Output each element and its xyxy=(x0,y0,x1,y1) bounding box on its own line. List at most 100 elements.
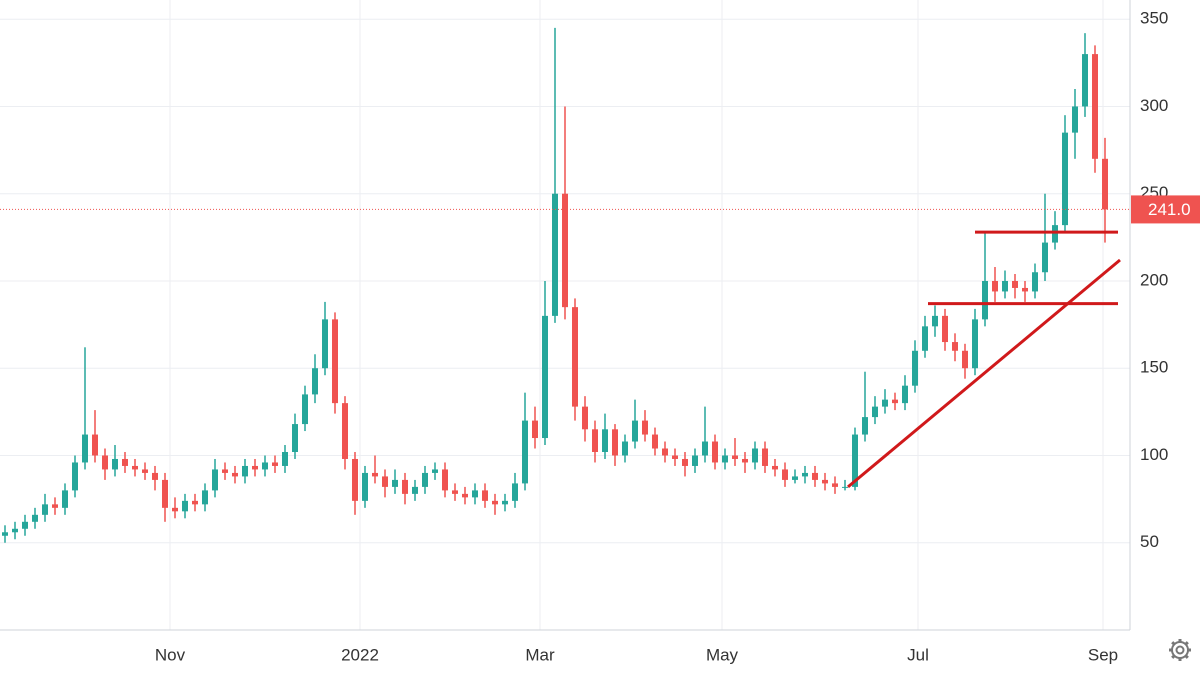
annotation-line xyxy=(847,258,1121,489)
candle-body xyxy=(692,455,698,466)
candle-body xyxy=(1012,280,1018,288)
candle-body xyxy=(1092,54,1098,159)
candle-body xyxy=(262,462,268,470)
candle-body xyxy=(612,429,618,456)
candle-body xyxy=(352,458,358,501)
candle-body xyxy=(302,394,308,425)
candle-body xyxy=(1042,242,1048,273)
candle-body xyxy=(882,399,888,407)
candle-body xyxy=(792,476,798,480)
candle-body xyxy=(82,434,88,463)
candle-body xyxy=(762,448,768,466)
candle-body xyxy=(542,315,548,439)
candle-body xyxy=(922,326,928,351)
candle-body xyxy=(532,420,538,439)
candle-body xyxy=(832,483,838,487)
candle-body xyxy=(192,500,198,505)
candle-body xyxy=(582,406,588,430)
candle-body xyxy=(32,514,38,522)
x-tick-label: May xyxy=(706,645,739,664)
candle-body xyxy=(942,315,948,343)
candle-body xyxy=(222,469,228,473)
candle-body xyxy=(522,420,528,484)
candle-body xyxy=(452,490,458,494)
candle-body xyxy=(1062,132,1068,226)
gear-ring xyxy=(1171,641,1189,659)
x-tick-label: Sep xyxy=(1088,645,1118,664)
candle-body xyxy=(232,472,238,477)
candle-body xyxy=(442,469,448,491)
candle-body xyxy=(1072,106,1078,133)
last-price-label: 241.0 xyxy=(1148,200,1191,219)
gear-hub xyxy=(1175,645,1185,655)
candle-body xyxy=(282,451,288,466)
candle-body xyxy=(632,420,638,442)
candle-body xyxy=(422,472,428,487)
candle-body xyxy=(752,448,758,463)
y-tick-label: 300 xyxy=(1140,96,1168,115)
candle-body xyxy=(592,429,598,452)
candle-body xyxy=(492,500,498,505)
candle-body xyxy=(482,490,488,501)
candle-body xyxy=(1032,272,1038,292)
candle-body xyxy=(12,528,18,533)
candle-body xyxy=(872,406,878,418)
candle-body xyxy=(782,469,788,480)
candle-body xyxy=(392,479,398,487)
candle-body xyxy=(362,472,368,501)
candle-body xyxy=(662,448,668,456)
candle-body xyxy=(92,434,98,456)
candle-body xyxy=(972,319,978,369)
candle-body xyxy=(1102,158,1108,210)
candle-body xyxy=(152,472,158,480)
candle-body xyxy=(552,193,558,316)
candle-body xyxy=(822,479,828,484)
settings-gear[interactable] xyxy=(1169,639,1191,661)
candle-body xyxy=(132,465,138,470)
gear-teeth xyxy=(1169,639,1191,661)
candle-body xyxy=(102,455,108,470)
candle-body xyxy=(852,434,858,487)
candle-body xyxy=(382,476,388,487)
candle-body xyxy=(842,486,848,488)
candle-body xyxy=(342,403,348,459)
candle-body xyxy=(332,319,338,404)
candle-body xyxy=(162,479,168,508)
candle-body xyxy=(2,532,8,536)
candle-body xyxy=(732,455,738,459)
candle-body xyxy=(182,500,188,512)
candle-body xyxy=(932,315,938,327)
candle-body xyxy=(642,420,648,435)
candle-body xyxy=(912,350,918,386)
candle-body xyxy=(622,441,628,456)
y-tick-label: 100 xyxy=(1140,445,1168,464)
candle-body xyxy=(992,280,998,292)
candle-body xyxy=(312,368,318,395)
candle-body xyxy=(242,465,248,477)
candle-body xyxy=(502,500,508,505)
candle-body xyxy=(62,490,68,508)
candle-body xyxy=(722,455,728,463)
candle-body xyxy=(712,441,718,463)
candle-body xyxy=(1002,280,1008,292)
candle-body xyxy=(272,462,278,466)
candle-body xyxy=(512,483,518,501)
x-tick-label: Mar xyxy=(525,645,555,664)
candle-body xyxy=(112,458,118,470)
candle-body xyxy=(1052,225,1058,243)
candle-body xyxy=(602,429,608,452)
candle-body xyxy=(652,434,658,449)
candle-body xyxy=(472,490,478,498)
candle-body xyxy=(412,486,418,494)
x-tick-label: 2022 xyxy=(341,645,379,664)
plot xyxy=(0,27,1130,543)
candle-body xyxy=(982,280,988,320)
candle-body xyxy=(52,504,58,508)
candle-body xyxy=(862,417,868,435)
candle-body xyxy=(462,493,468,498)
candle-body xyxy=(672,455,678,459)
candle-body xyxy=(252,465,258,470)
x-tick-label: Jul xyxy=(907,645,929,664)
